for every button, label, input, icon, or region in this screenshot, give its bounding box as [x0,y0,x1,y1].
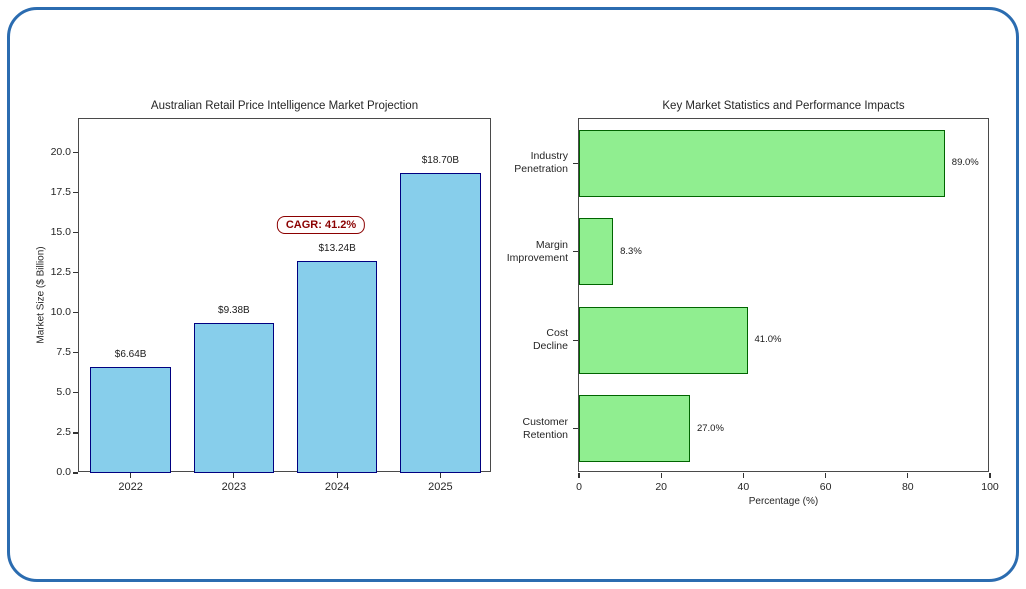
y-axis-tick [73,432,78,434]
bar-2023 [193,322,275,473]
bar-0 [579,129,945,197]
x-axis-tick [130,473,132,478]
bar-value-label: 89.0% [951,157,979,169]
x-axis-tick [336,473,338,478]
left-chart-title: Australian Retail Price Intelligence Mar… [150,100,419,112]
x-axis-tick-label: 2023 [221,481,247,493]
x-axis-tick [742,473,744,478]
bar-value-label: 41.0% [754,334,782,346]
y-axis-tick-label: 15.0 [50,225,71,238]
x-axis-tick-label: 60 [819,481,832,493]
left-chart-ylabel: Market Size ($ Billion) [35,246,47,344]
x-axis-tick [907,473,909,478]
bar-2025 [400,173,481,473]
market-projection-plot: 0.0 2.5 5.0 7.5 10.0 12.5 15.0 17.5 20.0 2022 $6.6… [51,118,491,493]
y-axis-tick [73,352,78,354]
y-axis-tick [73,472,78,474]
x-axis-tick-label: 80 [901,481,914,493]
y-axis-tick [73,192,78,194]
bar-value-label: $6.64B [114,348,147,360]
x-axis-tick-label: 40 [737,481,750,493]
bar-value-label: $9.38B [218,304,250,316]
y-axis-tick [573,339,578,341]
bar-3 [579,395,690,463]
x-axis-tick-label: 100 [981,481,999,493]
y-axis-tick [573,251,578,253]
category-label: Customer Retention [522,415,568,441]
x-axis-tick [233,473,235,478]
category-label: Industry Penetration [514,150,568,176]
category-label: Cost Decline [532,327,568,353]
bar-value-label: 8.3% [620,245,642,257]
bar-value-label: 27.0% [696,422,724,434]
y-axis-tick [73,232,78,234]
x-axis-tick [439,473,441,478]
y-axis-tick [573,428,578,430]
x-axis-tick-label: 20 [655,481,668,493]
x-axis-tick-label: 2022 [118,481,143,493]
y-axis-tick-label: 7.5 [56,345,71,358]
x-axis-tick [989,473,991,478]
y-axis-tick-label: 20.0 [50,145,71,158]
y-axis-tick [73,392,78,394]
x-axis-tick [660,473,662,478]
x-axis-tick [825,473,827,478]
y-axis-tick [73,152,78,154]
bar-2024 [296,260,378,473]
cagr-annotation: CAGR: 41.2% [276,216,366,234]
right-chart-xlabel: Percentage (%) [748,496,819,507]
y-axis-tick-label: 12.5 [50,265,71,278]
market-statistics-plot: 0 20 40 60 80 100 Industry Penetration 89.0% Marg… [507,118,999,493]
y-axis-tick-label: 0.0 [56,466,71,478]
x-axis-tick [578,473,580,478]
x-axis-tick-label: 0 [576,481,582,493]
y-axis-tick-label: 5.0 [56,385,71,398]
category-label: Margin Improvement [506,238,568,264]
y-axis-tick-label: 17.5 [50,185,71,198]
bar-2 [579,306,748,374]
y-axis-tick [73,272,78,274]
x-axis-tick-label: 2025 [428,481,453,493]
bar-2022 [90,366,171,473]
bar-value-label: $18.70B [421,155,459,167]
right-chart-title: Key Market Statistics and Performance Im… [662,100,905,112]
x-axis-tick-label: 2024 [324,481,350,493]
y-axis-tick-label: 2.5 [56,425,71,438]
y-axis-tick [573,162,578,164]
y-axis-tick-label: 10.0 [50,305,71,318]
bar-value-label: $13.24B [318,242,356,254]
bar-1 [579,218,614,286]
y-axis-tick [73,312,78,314]
